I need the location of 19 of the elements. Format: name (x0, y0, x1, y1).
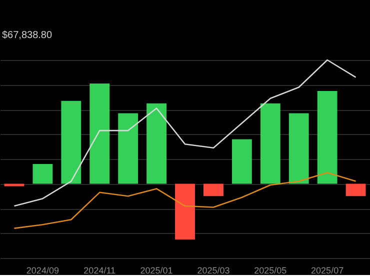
bar (317, 90, 338, 184)
bar (32, 164, 53, 184)
x-tick-label: 2025/05 (254, 266, 287, 276)
bar (118, 113, 138, 184)
bar (146, 103, 166, 184)
bar (288, 113, 309, 184)
bar (204, 184, 224, 196)
bar (260, 103, 280, 184)
text: $67,838.80 (2, 30, 52, 41)
bar (90, 84, 110, 184)
bar (232, 139, 252, 184)
x-tick-label: 2025/03 (197, 266, 230, 276)
bar (175, 184, 195, 240)
bar (61, 100, 82, 184)
bar (346, 184, 366, 196)
x-tick-label: 2024/09 (26, 266, 59, 276)
x-tick-label: 2025/01 (140, 266, 173, 276)
x-tick-label: 2024/11 (84, 266, 116, 276)
x-tick-label: 2025/07 (311, 266, 344, 276)
